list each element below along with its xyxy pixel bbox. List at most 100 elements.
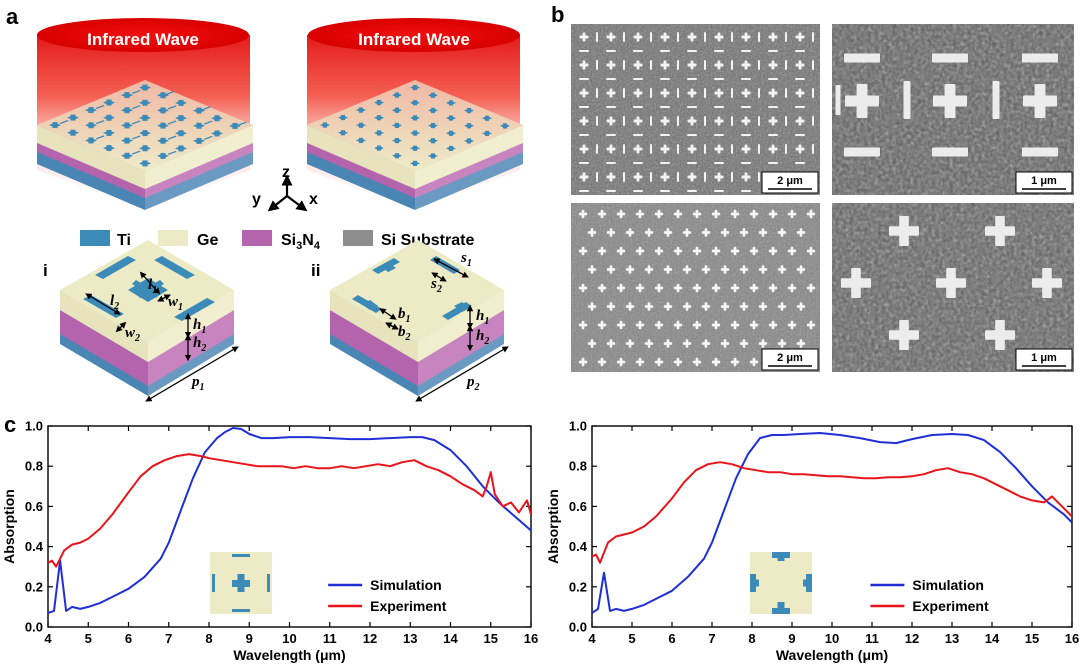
sem-bar (1022, 53, 1058, 63)
ti-cross (214, 130, 220, 137)
sem-cross (733, 209, 737, 219)
ti-cross (413, 145, 417, 151)
sem-cross (657, 357, 661, 367)
sem-bar (687, 106, 697, 108)
sem-bar (731, 88, 733, 98)
sem-bar (579, 78, 589, 80)
sem-cross (619, 283, 623, 293)
sem-bar (795, 134, 805, 136)
sem-bar (795, 106, 805, 108)
sem-cross (771, 283, 775, 293)
ti-cross (413, 84, 417, 91)
ti-cross (124, 137, 130, 144)
sem-cross (742, 302, 746, 311)
sem-cross (619, 209, 623, 219)
wave-source-ellipse (37, 18, 249, 52)
ti-cross (160, 107, 166, 114)
sem-cross (809, 246, 813, 256)
sem-cross (780, 339, 784, 348)
sem-bar (606, 190, 616, 192)
ti-cross (214, 115, 220, 122)
sem-bar (714, 50, 724, 52)
sem-cross (744, 172, 748, 182)
dim-arrows-ii (379, 258, 509, 402)
dim-b2: b2 (398, 324, 411, 343)
sem-bar (650, 32, 652, 42)
sem-bar (579, 50, 589, 52)
sem-bar (650, 144, 652, 154)
sem-bar (1022, 147, 1058, 157)
sem-bar (731, 144, 733, 154)
ti-cross (449, 115, 453, 121)
sem-cross (742, 339, 746, 348)
inset-bar (232, 609, 250, 612)
sem-cross (600, 209, 604, 219)
ti-cross (359, 137, 363, 144)
sub-label-i: i (43, 261, 48, 280)
sem-cross (636, 88, 640, 98)
sem-cross (695, 357, 699, 367)
y-tick-label: 1.0 (25, 419, 43, 434)
sem-cross (799, 265, 803, 274)
sem-cross (636, 32, 640, 42)
sem-cross (799, 302, 803, 311)
sem-image-4 (832, 203, 1074, 372)
sem-bar (606, 134, 616, 136)
sem-bar (812, 144, 814, 154)
sem-cross (609, 88, 613, 98)
ti-bar (131, 89, 141, 94)
x-axis-label: Wavelength (μm) (233, 647, 345, 663)
sem-bar (677, 32, 679, 42)
sem-bar (812, 88, 814, 98)
sem-bar (812, 116, 814, 126)
ti-cross (467, 138, 471, 144)
sem-cross (790, 246, 794, 256)
sem-bar (677, 116, 679, 126)
sem-bar (687, 162, 697, 164)
sem-cross (752, 357, 756, 367)
sem-bar (812, 60, 814, 70)
sem-cross (676, 320, 680, 330)
scale-label-4: 1 μm (1031, 352, 1057, 364)
sem-cross (636, 116, 640, 126)
sem-bar (623, 116, 625, 126)
sem-bar (660, 50, 670, 52)
dim-w1: w1 (168, 294, 183, 313)
sem-bar (714, 134, 724, 136)
sem-bar (768, 78, 778, 80)
sem-cross (695, 320, 699, 330)
y-tick-label: 0.0 (25, 620, 43, 635)
ti-cross (359, 122, 363, 128)
sem-cross (771, 116, 775, 126)
sem-cross (809, 283, 813, 293)
x-tick-label: 7 (708, 631, 715, 646)
sem-bar (660, 190, 670, 192)
sem-bar (623, 144, 625, 154)
dim-s2: s2 (430, 276, 442, 295)
sem-bar (741, 50, 751, 52)
sem-cross (609, 265, 613, 274)
sem-cross (704, 228, 708, 237)
sem-cross (780, 265, 784, 274)
sem-cross (676, 283, 680, 293)
sem-bar (660, 162, 670, 164)
dim-s1: s1 (460, 250, 472, 269)
ti-cross (142, 99, 148, 106)
y-tick-label: 0.6 (25, 499, 43, 514)
sem-bar (741, 134, 751, 136)
inset-bar (267, 574, 270, 592)
ti-bar (203, 120, 213, 125)
sem-bar (903, 81, 911, 119)
legend-swatch-si-substrate (343, 230, 373, 246)
panel-label-b: b (551, 2, 564, 27)
ti-cross (106, 114, 112, 121)
sem-bar (650, 60, 652, 70)
scale-label-2: 1 μm (1031, 175, 1057, 187)
sem-bar (758, 32, 760, 42)
axis-y-label: y (252, 191, 261, 208)
sem-image-1 (571, 24, 820, 195)
sem-bar (704, 144, 706, 154)
sem-bar (741, 162, 751, 164)
sem-cross (638, 246, 642, 256)
ti-bar (95, 104, 105, 109)
